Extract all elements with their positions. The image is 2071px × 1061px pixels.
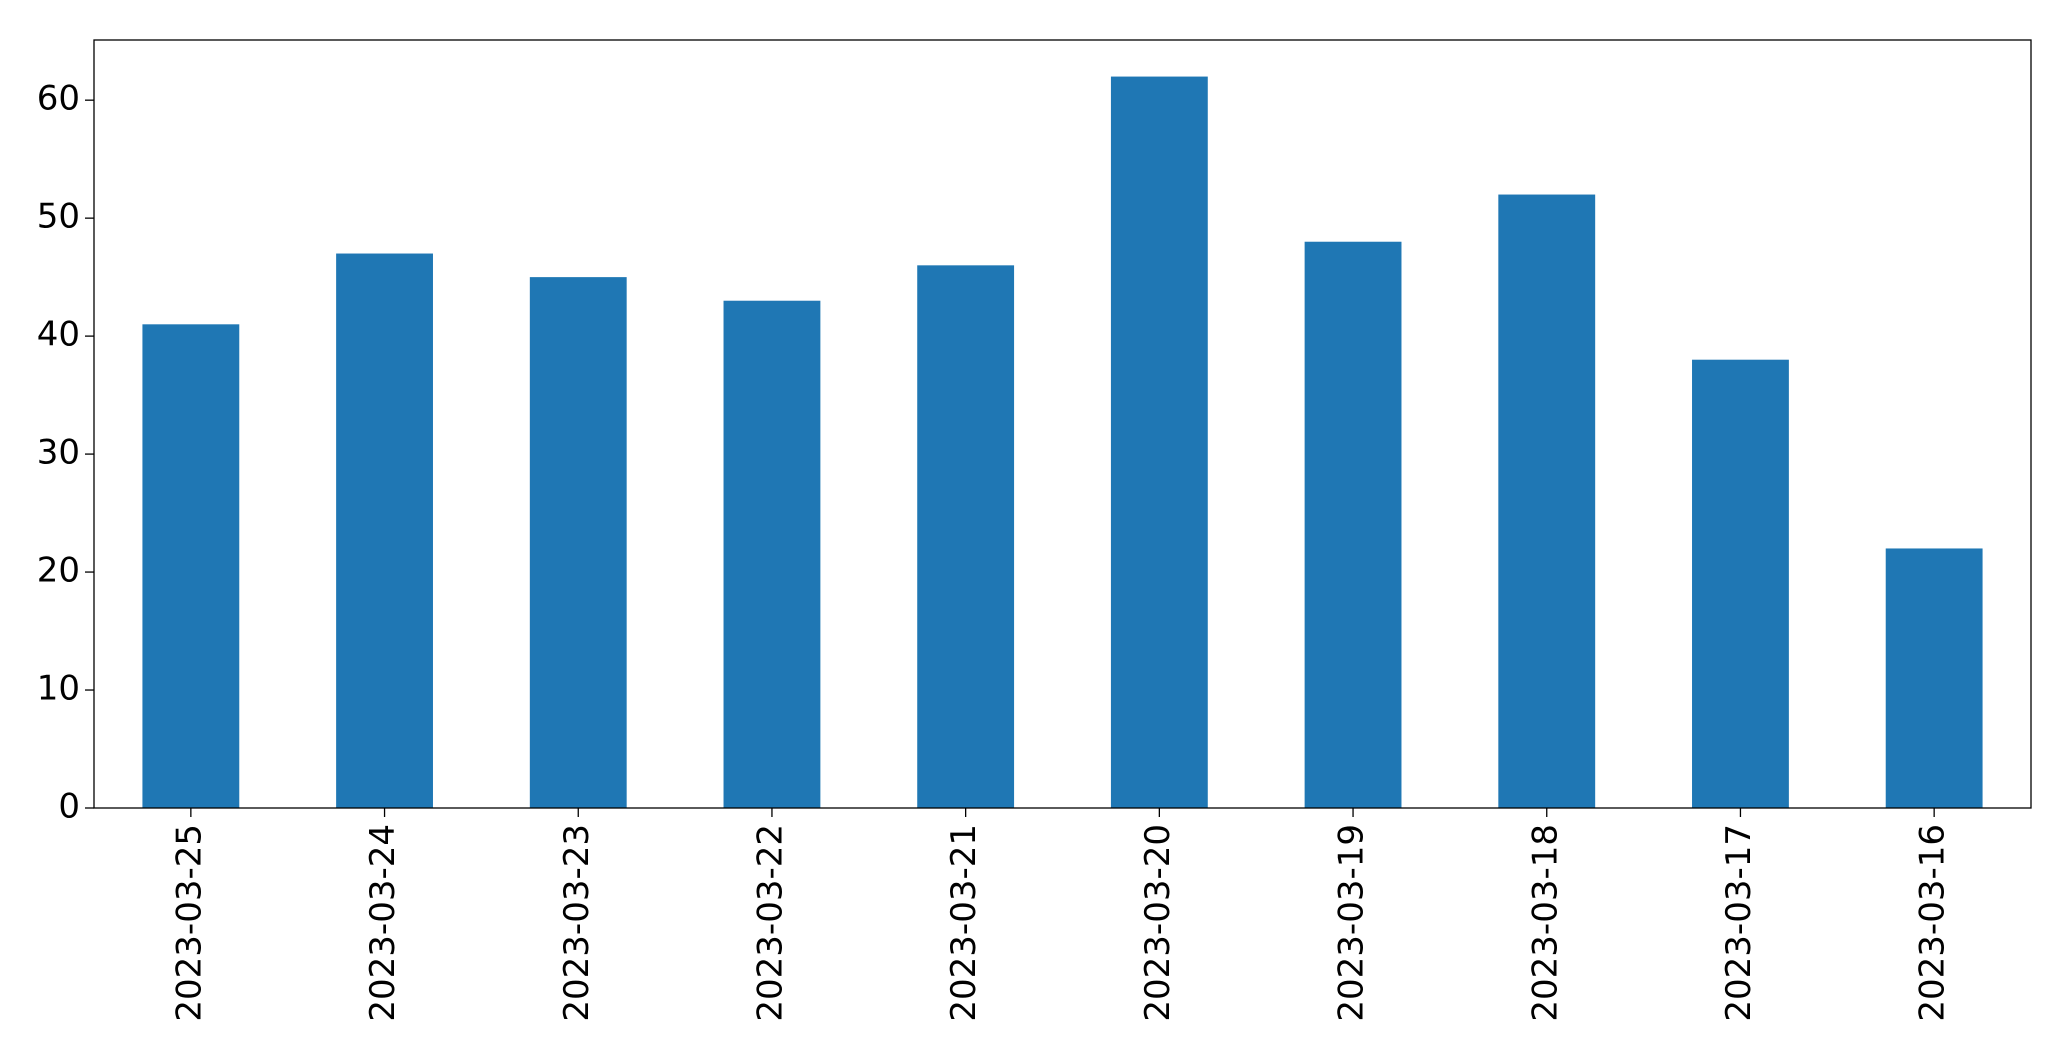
bar <box>917 265 1015 809</box>
x-tick-label: 2023-03-21 <box>944 824 984 1022</box>
bar <box>1498 194 1596 809</box>
bar <box>336 253 433 808</box>
y-tick-label: 30 <box>37 433 80 473</box>
x-tick-label: 2023-03-16 <box>1913 824 1953 1022</box>
y-tick-label: 20 <box>37 551 80 591</box>
y-tick-label: 10 <box>37 669 80 709</box>
x-tick-label: 2023-03-24 <box>363 824 403 1022</box>
y-tick-label: 50 <box>37 197 80 237</box>
x-tick-label: 2023-03-18 <box>1525 824 1565 1022</box>
x-tick-label: 2023-03-25 <box>169 824 209 1022</box>
bar <box>723 300 821 808</box>
x-tick-label: 2023-03-19 <box>1332 824 1372 1022</box>
y-tick-label: 0 <box>58 787 80 827</box>
x-tick-label: 2023-03-17 <box>1719 824 1759 1022</box>
bar <box>1110 76 1208 809</box>
bar <box>1304 241 1402 808</box>
x-tick-label: 2023-03-23 <box>557 824 597 1022</box>
bar <box>1885 548 1983 808</box>
bar <box>142 324 240 808</box>
y-tick-label: 40 <box>37 315 80 355</box>
y-tick-label: 60 <box>37 79 80 119</box>
bar <box>529 277 627 809</box>
plot-frame <box>93 39 2032 809</box>
x-tick-label: 2023-03-20 <box>1138 824 1178 1022</box>
x-tick-label: 2023-03-22 <box>750 824 790 1022</box>
bar <box>1692 359 1789 808</box>
